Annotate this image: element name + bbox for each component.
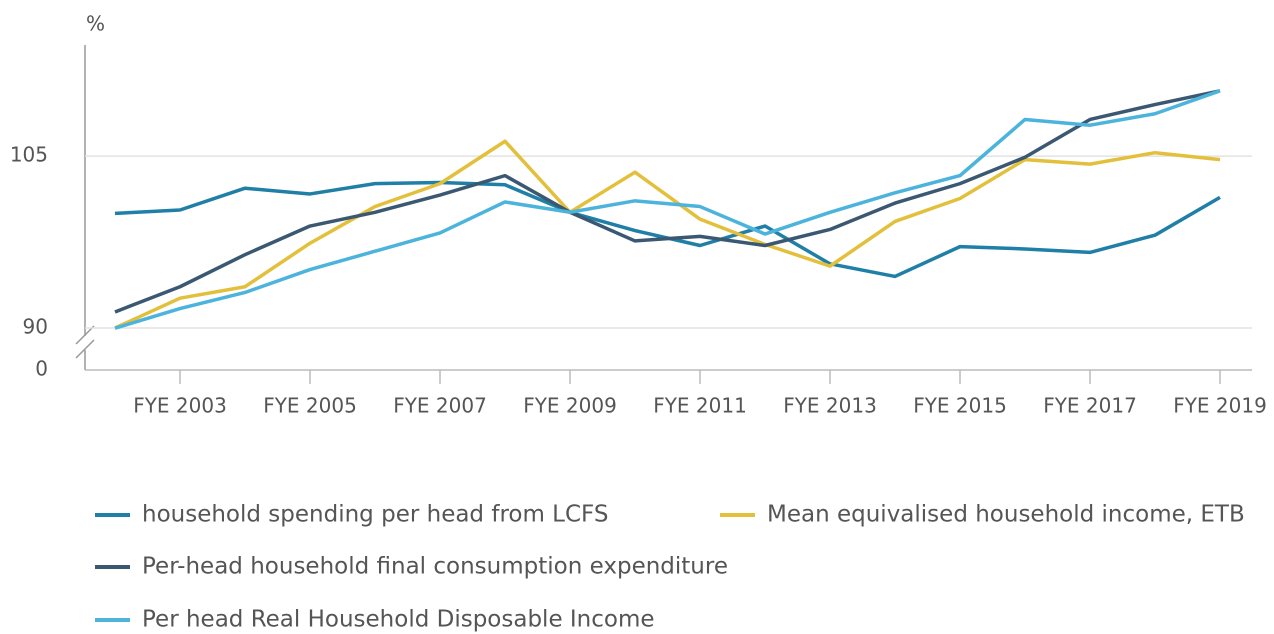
- series-line: [114, 89, 1221, 314]
- x-tick-label: FYE 2011: [653, 394, 747, 418]
- x-tick-label: FYE 2009: [523, 394, 617, 418]
- legend-text: Per head Real Household Disposable Incom…: [142, 607, 655, 633]
- series-line: [114, 89, 1221, 330]
- y-tick-label: 90: [23, 315, 48, 339]
- legend-text: Mean equivalised household income, ETB: [767, 502, 1245, 528]
- axis-break: [75, 339, 95, 359]
- x-tick-label: FYE 2019: [1173, 394, 1267, 418]
- y-tick-label: 0: [35, 357, 48, 381]
- legend-text: Per-head household final consumption exp…: [142, 554, 728, 580]
- x-tick-label: FYE 2005: [263, 394, 357, 418]
- x-tick-label: FYE 2015: [913, 394, 1007, 418]
- y-tick-label: 105: [10, 143, 48, 167]
- x-tick-label: FYE 2013: [783, 394, 877, 418]
- x-tick-label: FYE 2017: [1043, 394, 1137, 418]
- x-tick-label: FYE 2003: [133, 394, 227, 418]
- legend-text: household spending per head from LCFS: [142, 502, 608, 528]
- y-axis-label: %: [86, 12, 105, 36]
- series-line: [114, 139, 1221, 330]
- x-tick-label: FYE 2007: [393, 394, 487, 418]
- axis-break: [75, 325, 95, 345]
